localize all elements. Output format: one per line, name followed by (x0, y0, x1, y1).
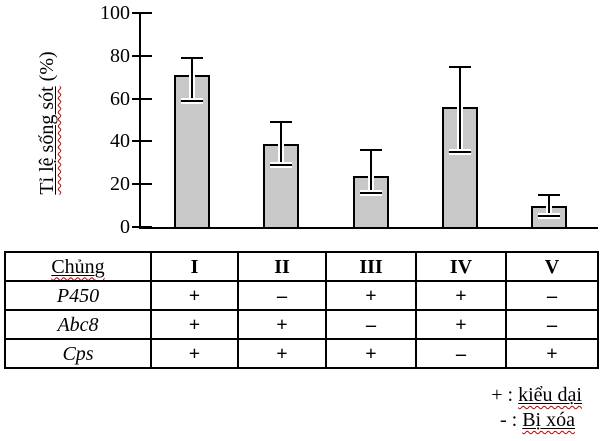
error-bar-line (280, 122, 282, 165)
error-bar-line (459, 66, 461, 153)
table-header-row: Chủng I II III IV V (4, 251, 599, 282)
legend-minus-symbol: - : (500, 409, 518, 431)
genotype-cell-cps-IV: – (415, 338, 507, 369)
genotype-cell-cps-III: + (325, 338, 417, 369)
genotype-cell-p450-V: – (505, 280, 599, 311)
table-header-strain-III: III (325, 251, 417, 282)
table-header-strain-IV: IV (415, 251, 507, 282)
genotype-cell-abc8-V: – (505, 309, 599, 340)
error-bar-bottom-cap (538, 215, 560, 218)
y-tick-label: 0 (120, 216, 130, 238)
gene-label: Abc8 (4, 309, 152, 340)
error-bar-top-cap (360, 148, 382, 151)
genotype-cell-p450-III: + (325, 280, 417, 311)
symbol-legend: + : kiểu dại - : Bị xóa (491, 383, 582, 433)
error-bar-bottom-cap (181, 99, 203, 102)
y-axis-tick (132, 226, 152, 228)
genotype-cell-abc8-IV: + (415, 309, 507, 340)
y-tick-label: 100 (100, 2, 130, 24)
genotype-cell-abc8-I: + (150, 309, 239, 340)
error-bar-top-cap (181, 56, 203, 59)
y-axis-label: Tỉ lệ sống sót (%) (35, 7, 61, 239)
genotype-cell-p450-IV: + (415, 280, 507, 311)
y-axis-label-underline: Tỉ lệ sống sót (36, 86, 58, 194)
survival-bar-chart: Tỉ lệ sống sót (%) 0 20 40 60 80 100 (35, 2, 598, 239)
error-bar-top-cap (270, 121, 292, 124)
genotype-cell-cps-II: + (237, 338, 327, 369)
table-header-strain: Chủng (4, 251, 152, 282)
y-tick-label: 40 (110, 130, 130, 153)
table-header-strain-I: I (150, 251, 239, 282)
genotype-table: Chủng I II III IV V P450 + – + + – Abc8 + + – + – Cps + + + – + (4, 251, 599, 369)
genotype-cell-cps-V: + (505, 338, 599, 369)
y-axis-tick (132, 97, 152, 100)
y-axis-tick (132, 183, 152, 186)
error-bar-bottom-cap (270, 163, 292, 166)
y-axis-tick (132, 12, 152, 14)
error-bar-bottom-cap (360, 191, 382, 194)
y-axis-line (139, 12, 141, 229)
y-axis-label-suffix: (%) (36, 51, 58, 87)
legend-plus-symbol: + : (491, 384, 514, 406)
table-header-strain-V: V (505, 251, 599, 282)
error-bar-line (548, 194, 550, 217)
table-row-p450: P450 + – + + – (4, 280, 599, 311)
genotype-cell-abc8-II: + (237, 309, 327, 340)
error-bar-bottom-cap (449, 151, 471, 154)
gene-label: Cps (4, 338, 152, 369)
legend-minus-line: - : Bị xóa (491, 408, 582, 433)
error-bar-top-cap (538, 193, 560, 196)
genotype-cell-cps-I: + (150, 338, 239, 369)
legend-plus-line: + : kiểu dại (491, 383, 582, 408)
legend-plus-underline: kiểu dại (518, 384, 582, 406)
table-row-abc8: Abc8 + + – + – (4, 309, 599, 340)
error-bar-line (370, 149, 372, 193)
gene-label: P450 (4, 280, 152, 311)
error-bar-top-cap (449, 65, 471, 68)
y-tick-label: 80 (110, 44, 130, 67)
y-axis-tick (132, 54, 152, 57)
y-tick-label: 20 (110, 173, 130, 196)
genotype-cell-p450-II: – (237, 280, 327, 311)
y-axis-label-text: Tỉ lệ sống sót (36, 86, 58, 195)
error-bar-line (191, 57, 193, 101)
legend-minus-label: Bị xóa (522, 409, 575, 431)
genotype-cell-abc8-III: – (325, 309, 417, 340)
y-axis-tick (132, 140, 152, 143)
legend-plus-label: kiểu dại (518, 384, 582, 406)
y-tick-label: 60 (110, 87, 130, 110)
table-header-strain-II: II (237, 251, 327, 282)
legend-minus-underline: Bị xóa (522, 409, 575, 431)
genotype-cell-p450-I: + (150, 280, 239, 311)
table-row-cps: Cps + + + – + (4, 338, 599, 369)
